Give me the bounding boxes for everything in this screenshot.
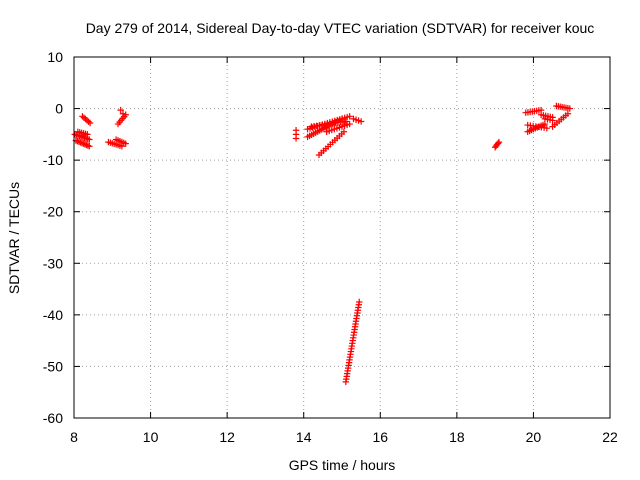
x-axis-label: GPS time / hours — [289, 457, 396, 473]
y-tick-label: -10 — [43, 152, 63, 168]
data-point — [564, 110, 572, 117]
y-tick-label: -20 — [43, 204, 63, 220]
data-point — [357, 118, 365, 125]
y-axis-label: SDTVAR / TECUs — [6, 182, 22, 294]
x-tick-label: 22 — [602, 429, 618, 445]
data-point — [86, 119, 94, 127]
y-tick-label: -40 — [43, 307, 63, 323]
axis-ticks: 8 10 12 14 16 18 20 22 10 0 -10 -20 -30 -40 -50 -60 — [43, 49, 618, 445]
x-tick-label: 14 — [296, 429, 312, 445]
data-point — [86, 136, 93, 143]
y-tick-label: -60 — [43, 410, 63, 426]
data-point — [117, 106, 124, 114]
x-tick-label: 18 — [449, 429, 465, 445]
data-point — [494, 140, 502, 147]
data-point — [84, 142, 92, 149]
data-point — [86, 143, 93, 150]
y-tick-label: 10 — [47, 49, 63, 65]
data-point — [340, 128, 348, 135]
data-point — [549, 117, 556, 124]
data-point — [342, 118, 350, 125]
x-tick-label: 12 — [219, 429, 235, 445]
data-point — [77, 139, 84, 146]
data-point — [495, 138, 503, 146]
data-point — [74, 137, 81, 145]
data-point — [80, 140, 87, 147]
data-point — [78, 139, 86, 147]
x-tick-label: 10 — [143, 429, 159, 445]
plot-frame — [73, 56, 611, 419]
data-point — [566, 105, 573, 112]
data-points — [71, 102, 573, 386]
x-tick-label: 20 — [526, 429, 542, 445]
data-point — [346, 120, 353, 128]
y-tick-label: 0 — [55, 101, 63, 117]
data-point — [292, 135, 300, 142]
data-point — [84, 131, 91, 138]
data-point — [83, 141, 90, 149]
grid — [74, 57, 610, 418]
data-point — [122, 140, 129, 147]
data-point — [356, 298, 363, 306]
x-tick-label: 16 — [372, 429, 388, 445]
y-tick-label: -30 — [43, 255, 63, 271]
data-point — [543, 124, 551, 132]
y-tick-label: -50 — [43, 358, 63, 374]
data-point — [119, 110, 127, 117]
data-point — [346, 113, 353, 120]
data-point — [85, 118, 92, 125]
data-point — [75, 138, 83, 146]
x-tick-label: 8 — [70, 429, 78, 445]
data-point — [81, 141, 89, 148]
chart-title: Day 279 of 2014, Sidereal Day-to-day VTE… — [86, 20, 595, 36]
